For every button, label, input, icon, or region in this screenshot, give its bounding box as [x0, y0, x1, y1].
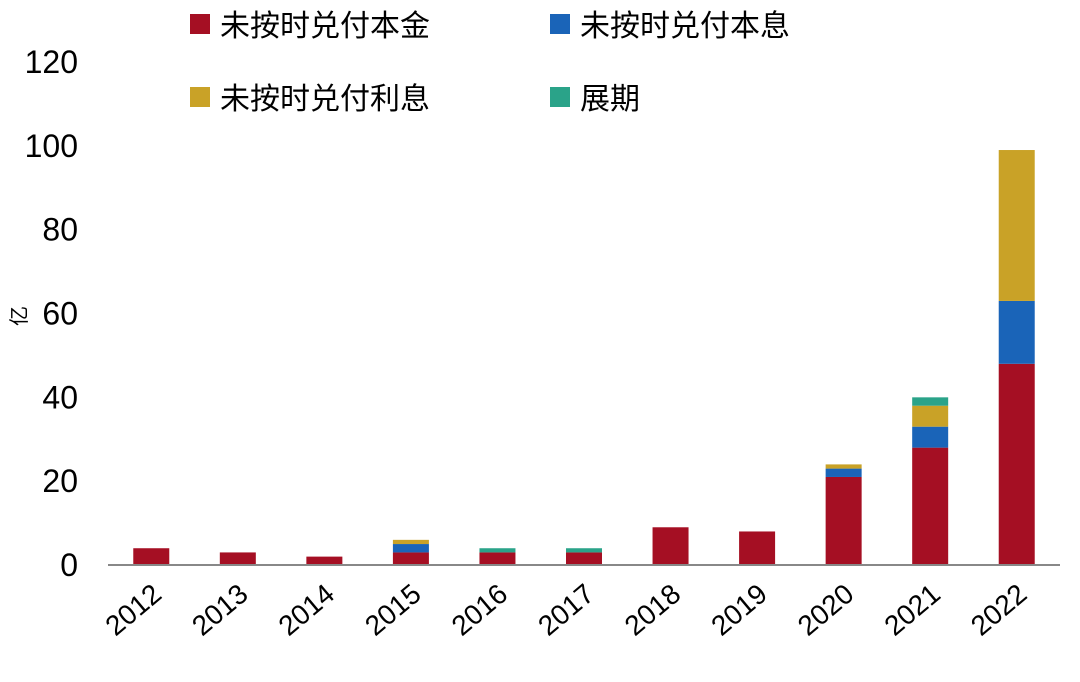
legend-label: 展期	[580, 82, 640, 117]
bar-segment	[825, 476, 862, 565]
bar-segment	[219, 552, 256, 565]
bar-segment	[825, 468, 862, 477]
bar-segment	[998, 150, 1035, 301]
legend-swatch	[550, 87, 570, 107]
y-tick-label: 0	[60, 547, 78, 583]
bar-segment	[912, 447, 949, 565]
bar-segment	[652, 527, 689, 565]
x-tick-label: 2018	[619, 578, 687, 642]
bar-segment	[479, 548, 516, 553]
legend-swatch	[550, 14, 570, 34]
bar-segment	[306, 556, 343, 565]
x-tick-label: 2017	[532, 578, 600, 642]
x-tick-label: 2014	[273, 578, 341, 642]
bar-segment	[392, 552, 429, 565]
bar-segment	[566, 548, 602, 553]
bar-segment	[566, 552, 602, 565]
bar-segment	[392, 539, 429, 545]
y-tick-label: 40	[42, 379, 78, 415]
x-tick-label: 2021	[878, 578, 946, 642]
bar-segment	[739, 531, 776, 565]
bar-segment	[912, 405, 949, 427]
legend-label: 未按时兑付本金	[220, 9, 430, 44]
y-tick-label: 60	[42, 296, 78, 332]
bar-segment	[133, 548, 170, 565]
bar-segment	[392, 544, 429, 553]
x-tick-label: 2015	[359, 578, 427, 642]
bar-segment	[825, 464, 862, 469]
bar-segment	[912, 397, 949, 406]
x-axis-ticks: 2012 2013 2014 2015 2016 2017 2018 2019 2020 2021…	[99, 578, 1032, 642]
y-tick-label: 80	[42, 212, 78, 248]
y-axis-ticks: 0 20 40 60 80 100 120	[25, 44, 78, 583]
y-tick-label: 20	[42, 463, 78, 499]
legend-swatch	[190, 14, 210, 34]
bar-segment	[912, 426, 949, 448]
x-tick-label: 2016	[446, 578, 514, 642]
bars-group	[133, 150, 1035, 565]
x-tick-label: 2013	[186, 578, 254, 642]
x-tick-label: 2019	[705, 578, 773, 642]
bar-segment	[998, 363, 1035, 565]
x-tick-label: 2012	[99, 578, 167, 642]
bar-segment	[998, 300, 1035, 364]
legend-label: 未按时兑付利息	[220, 82, 430, 117]
legend-label: 未按时兑付本息	[580, 9, 790, 44]
y-axis-label: 亿	[7, 306, 31, 326]
bar-segment	[479, 552, 516, 565]
x-tick-label: 2020	[792, 578, 860, 642]
y-tick-label: 100	[25, 128, 78, 164]
legend-swatch	[190, 87, 210, 107]
x-tick-label: 2022	[965, 578, 1033, 642]
y-tick-label: 120	[25, 44, 78, 80]
